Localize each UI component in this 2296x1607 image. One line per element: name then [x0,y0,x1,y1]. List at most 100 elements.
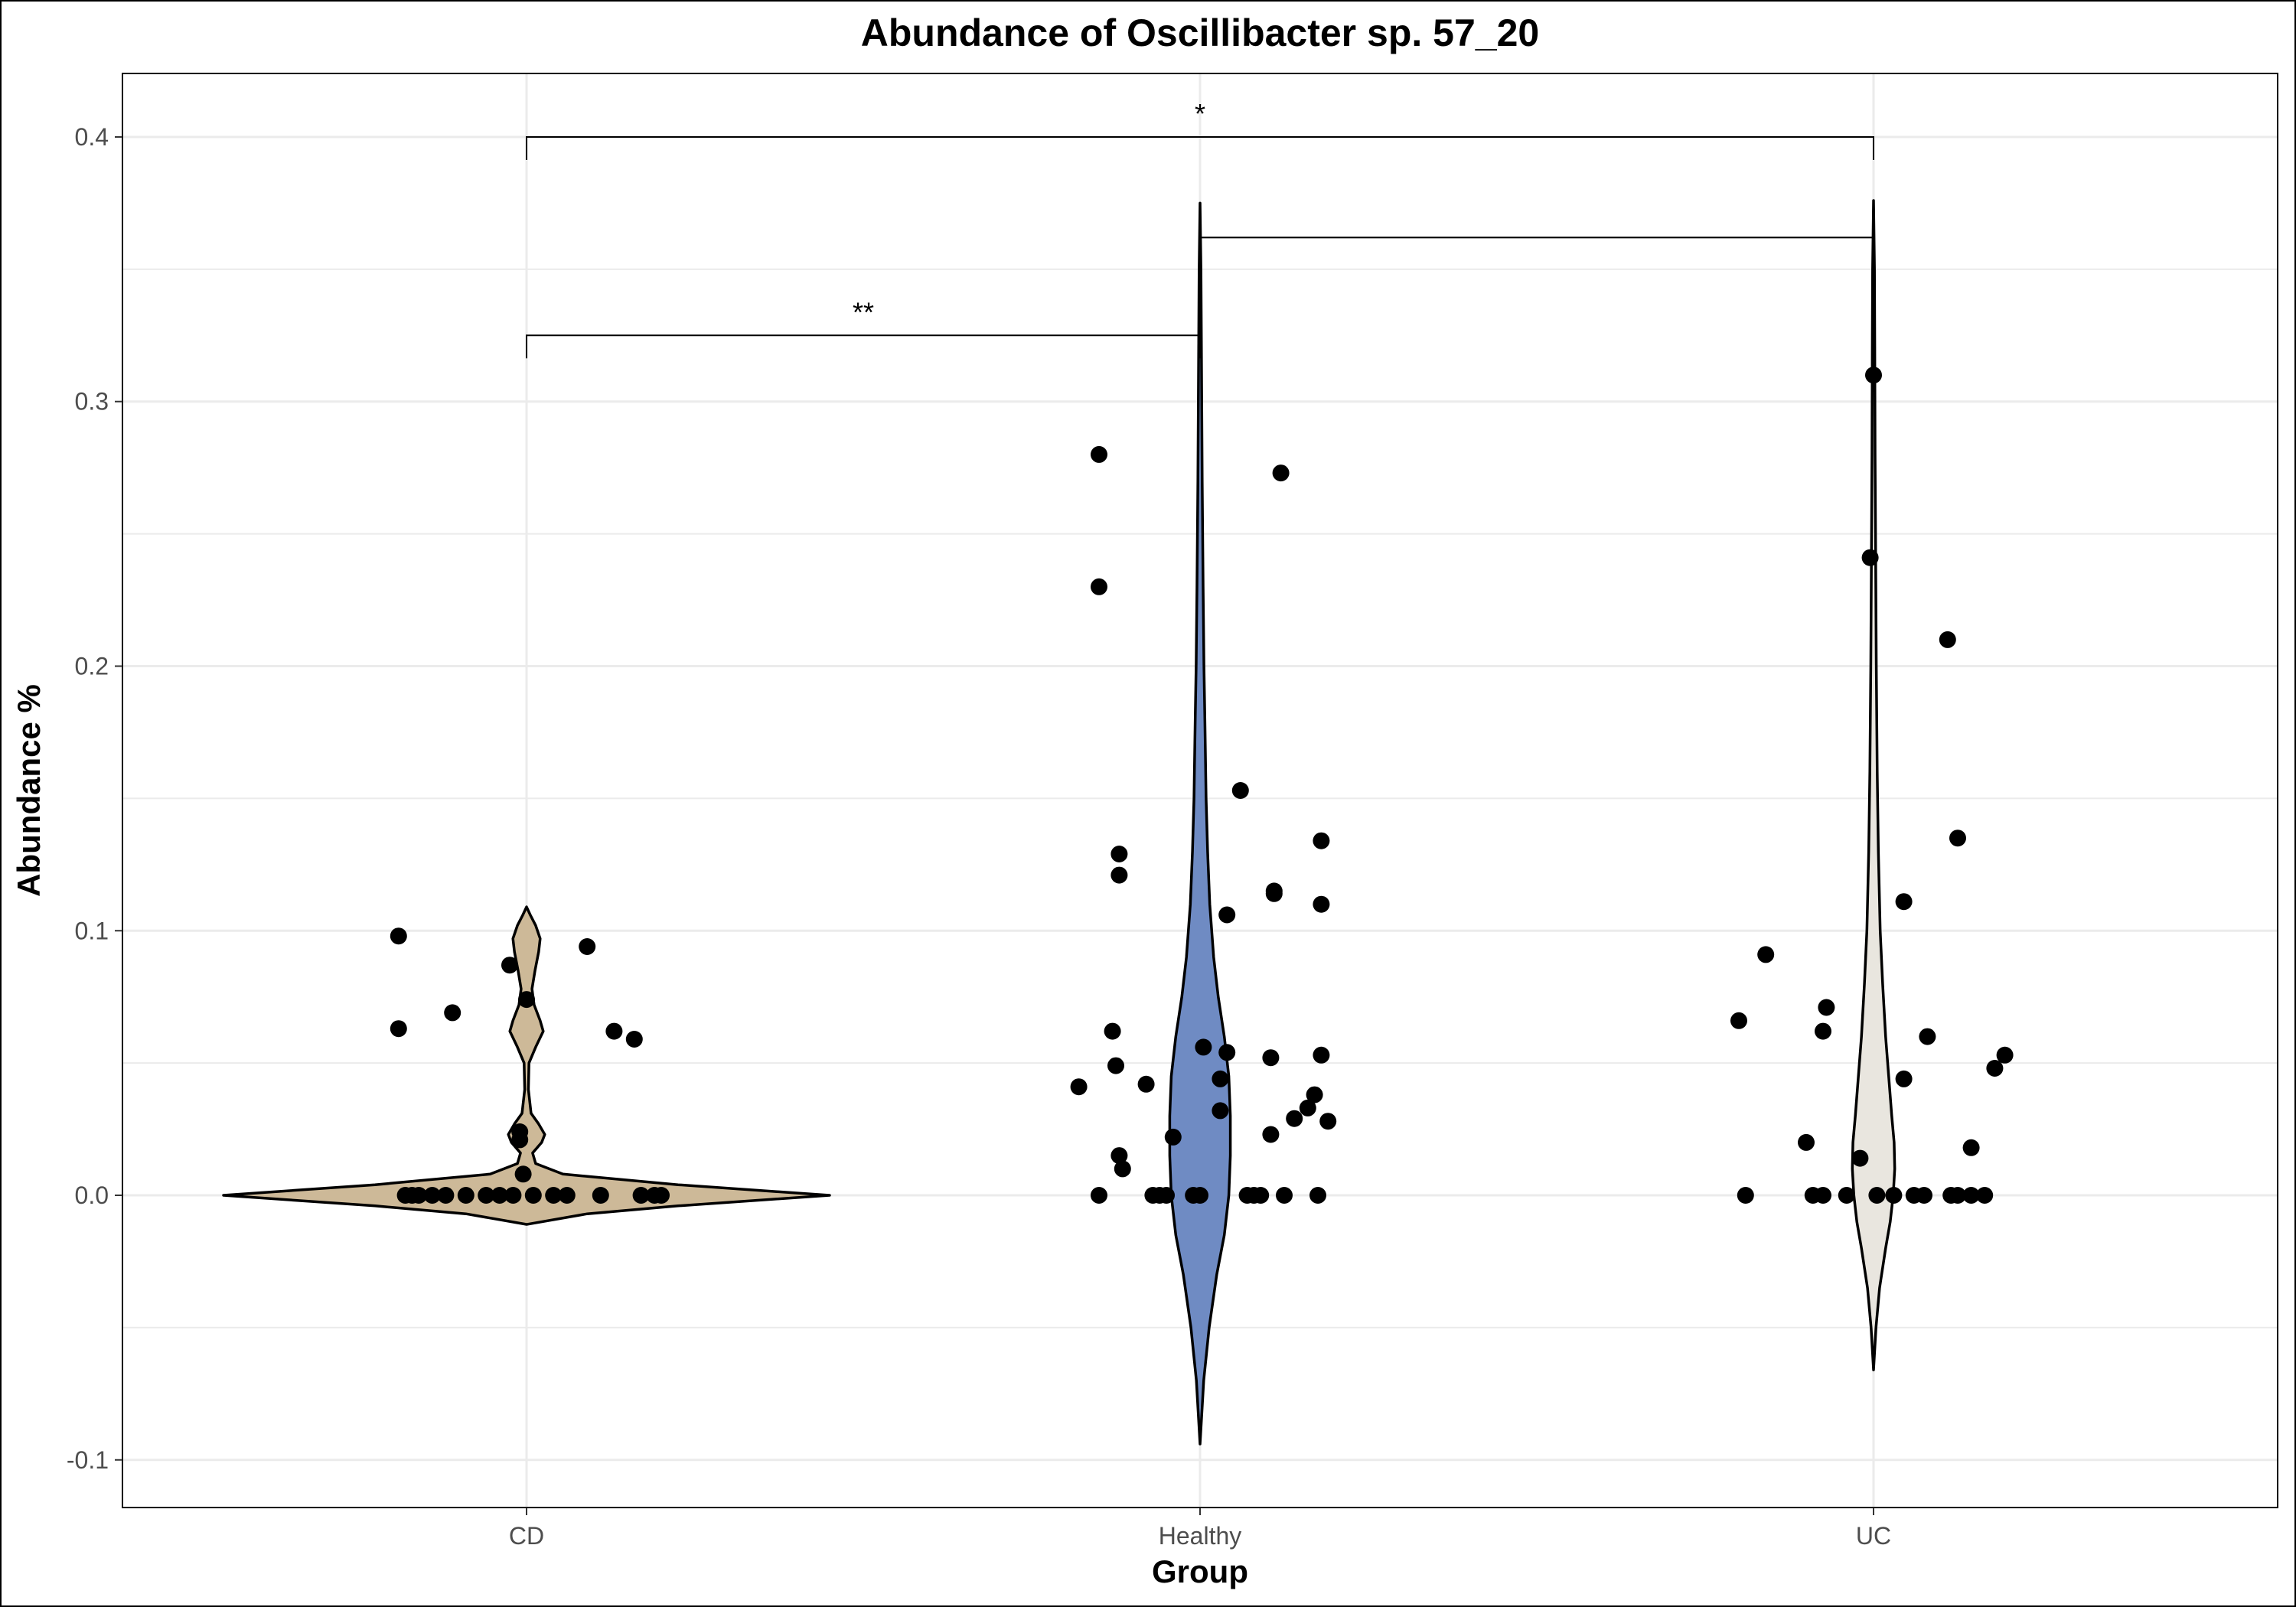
y-tick-label: -0.1 [67,1446,109,1474]
x-tick-label: CD [509,1522,544,1550]
axes: -0.1 0.0 0.1 0.2 0.3 0.4 CD Healthy UC [67,123,1891,1550]
data-point [1916,1187,1932,1204]
data-point [390,1020,407,1038]
chart-title: Abundance of Oscillibacter sp. 57_20 [861,11,1539,54]
data-point [1114,1160,1131,1178]
data-point [1313,1046,1330,1064]
data-point [1265,885,1283,902]
data-points [390,367,2014,1204]
data-point [1137,1075,1155,1093]
data-point [1976,1187,1994,1204]
data-point [1262,1049,1280,1067]
data-point [1252,1187,1270,1204]
data-point [1272,464,1290,482]
data-point [1895,893,1913,911]
data-point [518,991,535,1009]
data-point [1195,1038,1212,1056]
data-point [1107,1057,1124,1074]
data-point [478,1187,495,1204]
data-point [1962,1139,1980,1156]
data-point [504,1187,522,1204]
data-point [1091,1187,1107,1204]
data-point [1949,830,1966,847]
data-point [1962,1187,1980,1204]
y-tick-label: 0.2 [75,652,109,680]
data-point [632,1187,650,1204]
data-point [423,1187,441,1204]
data-point [1737,1187,1754,1204]
significance-brackets: *** [526,98,1874,359]
significance-label: * [1195,98,1205,129]
data-point [1218,906,1236,924]
data-point [514,1165,532,1183]
y-tick-label: 0.0 [75,1182,109,1209]
data-point [1851,1149,1869,1167]
data-point [1218,1044,1236,1061]
violin-uc [1851,199,1896,1371]
y-axis-title: Abundance % [11,684,47,897]
data-point [444,1004,461,1022]
data-point [625,1031,643,1048]
data-point [1838,1187,1855,1204]
data-point [1319,1113,1337,1130]
data-point [1306,1086,1323,1103]
x-axis-title: Group [1152,1553,1248,1589]
data-point [1939,631,1956,648]
data-point [545,1187,563,1204]
data-point [511,1131,529,1149]
data-point [1313,832,1330,849]
data-point [1164,1128,1182,1146]
violins [222,199,1896,1446]
data-point [1110,866,1128,884]
violin-cd [222,905,831,1226]
data-point [1313,895,1330,913]
data-point [1110,1147,1128,1165]
significance-bracket [1199,236,1874,261]
data-point [1865,367,1882,384]
data-point [437,1187,455,1204]
data-point [1192,1187,1208,1204]
data-point [1815,1187,1831,1204]
data-point [1919,1028,1936,1045]
violin-healthy [1168,201,1232,1446]
x-tick-label: UC [1856,1522,1891,1550]
data-point [1885,1187,1903,1204]
data-point [1091,578,1107,595]
data-point [1286,1110,1303,1127]
data-point [501,957,518,974]
data-point [579,938,596,955]
x-tick-label: Healthy [1159,1522,1242,1550]
data-point [1798,1133,1815,1151]
data-point [1949,1187,1966,1204]
data-point [1818,999,1835,1016]
significance-bracket [526,334,1201,359]
data-point [390,927,407,945]
data-point [1110,846,1128,862]
data-point [1986,1060,2004,1077]
data-point [1730,1012,1747,1029]
data-point [1861,549,1879,566]
data-point [1212,1102,1229,1120]
significance-label: ** [853,296,874,328]
data-point [1070,1078,1088,1096]
data-point [1757,946,1775,963]
data-point [592,1187,609,1204]
data-point [1091,445,1107,463]
data-point [1276,1187,1293,1204]
data-point [457,1187,475,1204]
data-point [410,1187,428,1204]
data-point [1212,1070,1229,1087]
data-point [605,1022,623,1040]
data-point [1158,1187,1175,1204]
data-point [1299,1099,1316,1116]
data-point [1895,1070,1913,1087]
data-point [1815,1022,1831,1040]
data-point [653,1187,670,1204]
data-point [1231,782,1249,799]
significance-bracket [526,135,1874,160]
data-point [1868,1187,1886,1204]
data-point [1262,1126,1280,1143]
data-point [1309,1187,1326,1204]
